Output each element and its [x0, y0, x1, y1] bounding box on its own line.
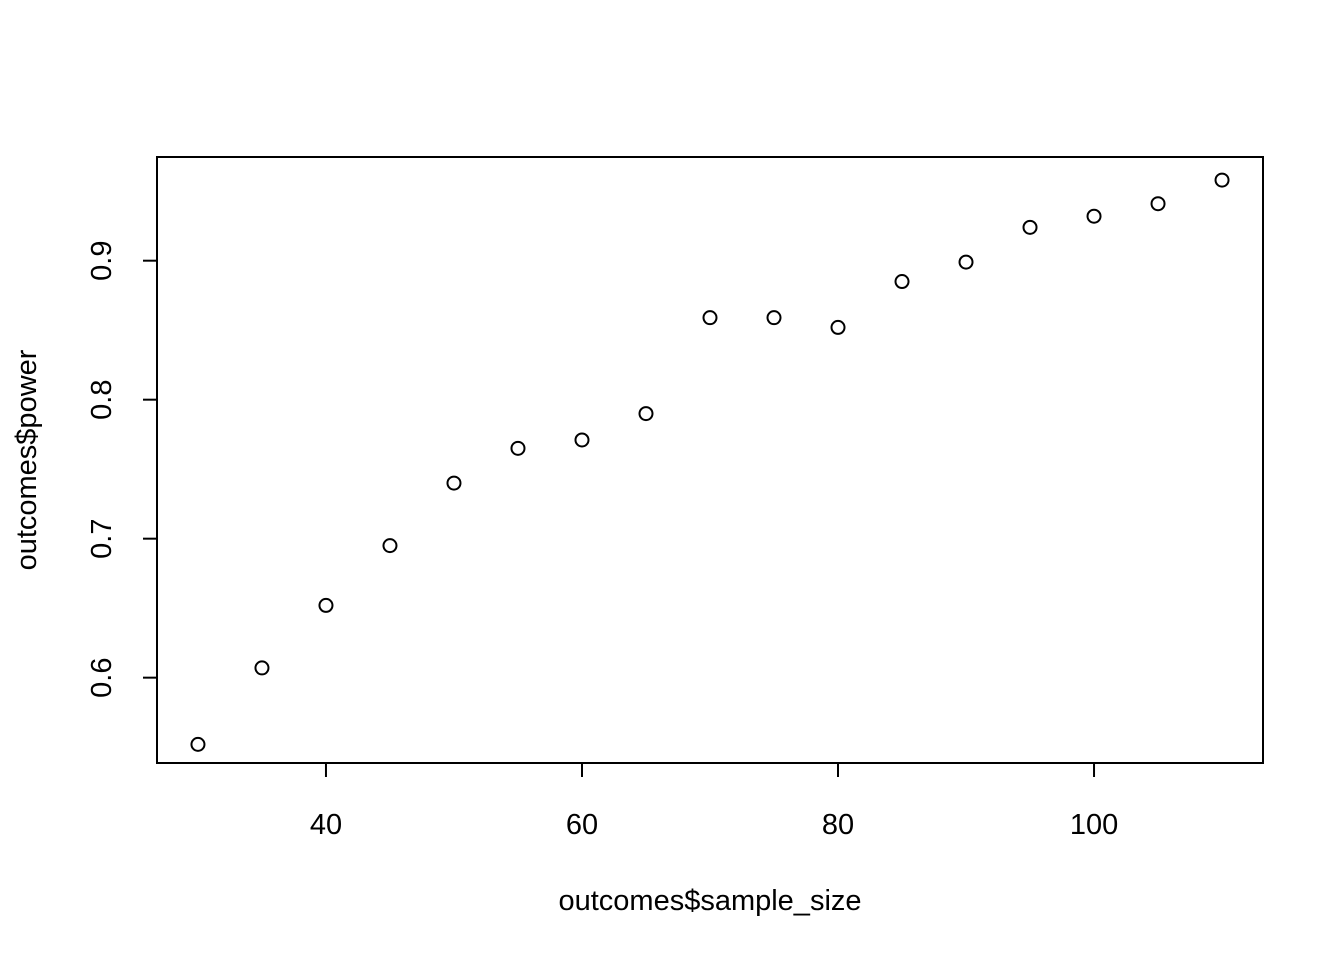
data-point [766, 310, 782, 326]
x-tick-label: 60 [566, 809, 598, 841]
data-point [830, 319, 846, 335]
data-point [1086, 208, 1102, 224]
data-point [318, 597, 334, 613]
data-point [702, 310, 718, 326]
data-point [894, 274, 910, 290]
data-point [510, 440, 526, 456]
data-point [1022, 219, 1038, 235]
data-point [574, 432, 590, 448]
y-tick-label: 0.9 [86, 241, 118, 281]
data-points [190, 172, 1230, 752]
data-point [190, 736, 206, 752]
x-tick-label: 100 [1070, 809, 1118, 841]
data-point [1150, 196, 1166, 212]
y-tick-label: 0.6 [86, 657, 118, 697]
x-axis: 40 60 80 100 [310, 762, 1118, 841]
data-point [382, 538, 398, 554]
data-point [958, 254, 974, 270]
x-tick-label: 40 [310, 809, 342, 841]
data-point [638, 406, 654, 422]
x-tick-label: 80 [822, 809, 854, 841]
x-axis-title: outcomes$sample_size [558, 885, 861, 917]
data-point [254, 660, 270, 676]
y-axis: 0.6 0.7 0.8 0.9 [86, 241, 158, 698]
data-point [1214, 172, 1230, 188]
y-axis-title: outcomes$power [11, 349, 43, 570]
data-point [446, 475, 462, 491]
y-tick-label: 0.7 [86, 519, 118, 559]
y-tick-label: 0.8 [86, 380, 118, 420]
